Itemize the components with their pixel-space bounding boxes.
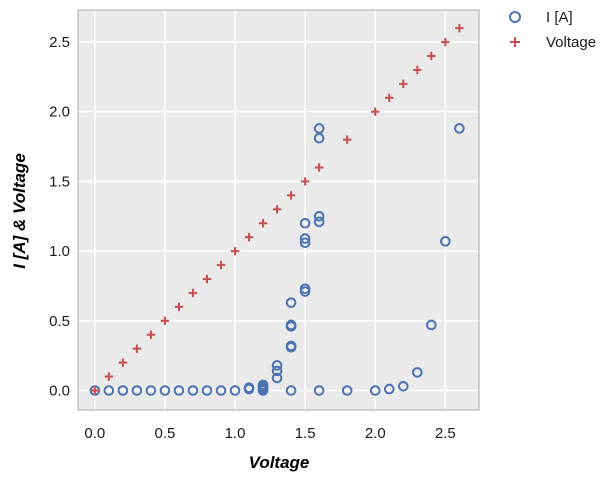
current-point [299,237,311,249]
current-point [313,385,325,396]
legend-label-current: I [A] [546,9,573,26]
voltage-point [385,93,394,103]
voltage-point [272,205,282,214]
current-point [313,216,325,228]
current-point [369,385,381,396]
current-point [271,360,283,371]
x-tick-label: 0.0 [84,425,105,442]
y-tick-label: 1.0 [49,243,70,260]
x-axis-ticks: 0.0 0.5 1.0 1.5 2.0 2.5 [84,425,455,442]
plot-frame [77,9,480,411]
y-axis-title: I [A] & Voltage [10,153,29,269]
current-point [397,381,409,392]
voltage-point [216,260,226,270]
current-point [187,385,199,396]
current-point [229,385,241,396]
voltage-point [230,246,240,256]
voltage-point [146,330,156,339]
current-point [313,210,325,222]
current-point [103,385,115,396]
voltage-point [132,344,142,353]
x-tick-label: 0.5 [155,425,176,442]
legend-marker-current [509,11,521,23]
voltage-point [104,372,114,381]
current-point [201,385,213,396]
current-point [313,123,325,134]
current-point [299,283,311,295]
y-tick-label: 2.5 [49,34,70,51]
voltage-point [343,135,352,144]
current-point [412,367,423,378]
voltage-point [174,302,184,312]
voltage-point [441,37,450,47]
y-tick-label: 2.0 [49,104,70,121]
current-point [285,385,297,396]
current-point [89,385,101,396]
voltage-point [427,51,436,61]
current-point [383,383,395,395]
x-tick-label: 1.0 [225,425,246,442]
voltage-point [244,232,254,242]
voltage-point [160,316,170,326]
y-tick-label: 0.0 [49,382,70,399]
current-point [426,319,437,331]
current-point [299,233,311,244]
current-point [271,365,283,377]
current-point [271,372,283,384]
current-point [285,319,297,331]
legend: I [A] Voltage [509,9,596,51]
current-point [341,385,353,396]
voltage-point [258,219,268,228]
voltage-point [399,79,408,89]
current-point [257,379,269,391]
x-tick-label: 2.0 [365,425,386,442]
current-point [145,385,157,396]
legend-marker-voltage [510,37,520,47]
current-point [440,236,451,247]
y-tick-label: 0.5 [49,313,70,330]
x-tick-label: 1.5 [295,425,316,442]
voltage-point [300,177,310,186]
y-axis-ticks: 0.0 0.5 1.0 1.5 2.0 2.5 [49,34,70,399]
current-point [131,385,143,396]
grid [78,10,479,410]
voltage-point [90,386,100,395]
y-tick-label: 1.5 [49,173,70,190]
legend-label-voltage: Voltage [546,34,596,51]
voltage-point [188,288,198,298]
x-tick-label: 2.5 [435,425,456,442]
voltage-point [286,191,296,200]
voltage-point [371,107,380,116]
voltage-point [413,65,422,75]
current-point [243,382,255,394]
current-point [285,297,297,308]
current-point [299,217,311,229]
current-point [117,385,129,396]
current-point [454,123,465,134]
voltage-point [202,274,212,284]
series [89,23,465,396]
current-point [173,385,185,396]
current-point [313,132,325,144]
voltage-point [455,23,464,33]
voltage-point [314,163,324,172]
current-point [215,385,227,396]
current-point [285,340,297,352]
voltage-point [118,358,128,367]
current-point [159,385,171,396]
x-axis-title: Voltage [249,453,310,472]
